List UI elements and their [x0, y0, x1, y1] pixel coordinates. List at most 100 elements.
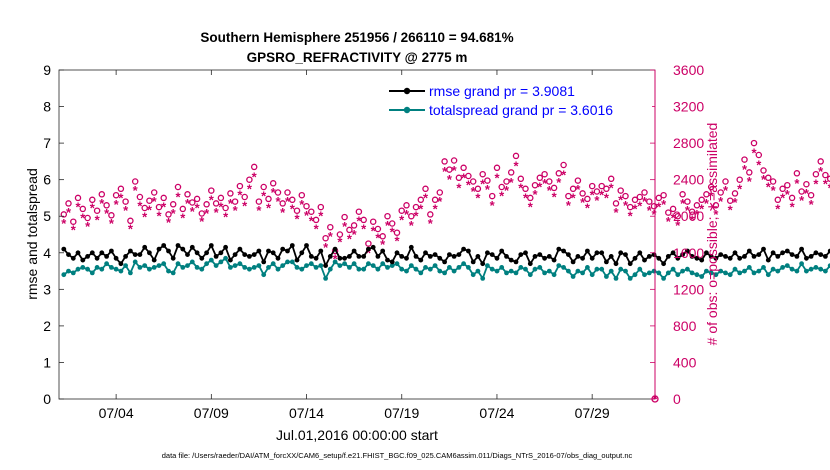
rmse-point	[737, 255, 743, 261]
obs-assimilated-marker: *	[75, 200, 81, 215]
rmse-point	[147, 250, 152, 256]
obs-assimilated-marker: *	[485, 182, 491, 197]
obs-assimilated-marker: *	[128, 222, 134, 237]
spread-point	[751, 270, 757, 276]
spread-point	[166, 268, 171, 274]
spread-point	[151, 265, 157, 270]
x-axis-label: Jul.01,2016 00:00:00 start	[276, 427, 438, 443]
obs-assimilated-marker: *	[537, 180, 543, 195]
rmse-point	[61, 246, 67, 252]
y-right-tick-label: 1600	[673, 245, 704, 261]
rmse-point	[299, 250, 305, 256]
rmse-point	[808, 254, 814, 259]
obs-assimilated-marker: *	[642, 194, 648, 209]
y-left-tick-label: 8	[43, 99, 51, 115]
rmse-point	[732, 250, 738, 256]
rmse-point	[199, 255, 205, 261]
spread-point	[670, 266, 676, 272]
rmse-point	[466, 248, 471, 254]
spread-point	[799, 261, 804, 267]
obs-assimilated-marker: *	[518, 180, 524, 195]
spread-point	[351, 261, 357, 267]
obs-possible-marker	[688, 208, 696, 215]
rmse-point	[256, 248, 262, 254]
obs-possible-marker	[350, 222, 358, 229]
rmse-point	[127, 248, 133, 254]
rmse-point	[456, 252, 462, 257]
obs-assimilated-marker: *	[95, 212, 101, 227]
obs-assimilated-marker: *	[290, 201, 296, 216]
spread-point	[537, 265, 543, 270]
obs-assimilated-marker: *	[523, 190, 529, 205]
obs-assimilated-marker: *	[799, 193, 805, 208]
spread-point	[713, 272, 719, 278]
obs-assimilated-marker: *	[85, 219, 91, 234]
obs-assimilated-marker: *	[214, 205, 220, 220]
obs-assimilated-marker: *	[237, 188, 243, 203]
spread-point	[247, 266, 252, 272]
obs-possible-marker	[60, 211, 68, 218]
spread-point	[85, 266, 90, 272]
obs-assimilated-marker: *	[423, 190, 429, 205]
rmse-point	[623, 252, 628, 257]
rmse-point	[251, 252, 257, 257]
obs-assimilated-marker: *	[266, 201, 272, 216]
rmse-point	[94, 255, 100, 261]
rmse-point	[204, 250, 210, 256]
obs-assimilated-marker: *	[699, 201, 705, 216]
obs-possible-marker	[236, 182, 244, 190]
spread-point	[385, 265, 390, 270]
rmse-point	[337, 255, 343, 261]
obs-assimilated-marker: *	[209, 192, 215, 207]
rmse-point	[770, 250, 776, 256]
obs-possible-marker	[498, 183, 505, 191]
rmse-point	[642, 257, 647, 263]
obs-assimilated-marker: *	[333, 252, 339, 267]
footer-data-file: data file: /Users/raeder/DAI/ATM_forcXX/…	[162, 451, 633, 460]
rmse-point	[618, 250, 624, 256]
obs-assimilated-marker: *	[647, 203, 653, 218]
spread-point	[794, 268, 800, 274]
obs-possible-marker	[169, 201, 177, 208]
spread-point	[746, 265, 752, 270]
rmse-point	[70, 255, 76, 261]
obs-possible-marker	[750, 139, 758, 147]
spread-point	[551, 272, 557, 278]
spread-point	[266, 265, 271, 270]
obs-possible-marker	[460, 164, 467, 172]
spread-point	[366, 261, 371, 267]
obs-possible-marker	[569, 185, 577, 193]
rmse-point	[375, 254, 381, 259]
obs-assimilated-marker: *	[261, 189, 267, 204]
y-right-tick-label: 2800	[673, 135, 704, 151]
obs-assimilated-marker: *	[190, 204, 196, 219]
obs-assimilated-marker: *	[718, 194, 724, 209]
obs-possible-marker	[512, 152, 520, 160]
y-left-tick-label: 3	[43, 281, 51, 297]
rmse-point	[670, 250, 676, 256]
rmse-point	[427, 254, 433, 259]
obs-possible-marker	[241, 193, 248, 201]
axis-layer: 07/04 07/09 07/14 07/19 07/24 07/29 0 1 2 3 4 5 6 7 8 9…	[43, 62, 704, 421]
spread-point	[156, 263, 162, 268]
y-left-tick-label: 5	[43, 208, 51, 224]
rmse-point	[789, 252, 795, 257]
obs-possible-marker	[598, 182, 605, 190]
spread-point	[113, 266, 119, 272]
rmse-point	[561, 248, 566, 254]
rmse-point	[180, 246, 186, 252]
rmse-point	[347, 254, 352, 259]
obs-possible-marker	[607, 175, 615, 183]
spread-point	[342, 261, 347, 267]
obs-possible-marker	[227, 190, 234, 197]
spread-point	[732, 266, 738, 272]
obs-possible-marker	[193, 195, 201, 203]
spread-point	[665, 270, 671, 276]
rmse-point	[413, 254, 419, 259]
obs-assimilated-marker: *	[732, 195, 738, 210]
spread-point	[389, 263, 395, 268]
obs-possible-marker	[484, 177, 491, 184]
obs-possible-marker	[70, 218, 77, 225]
rmse-point	[361, 254, 367, 259]
obs-assimilated-marker: *	[147, 202, 153, 217]
